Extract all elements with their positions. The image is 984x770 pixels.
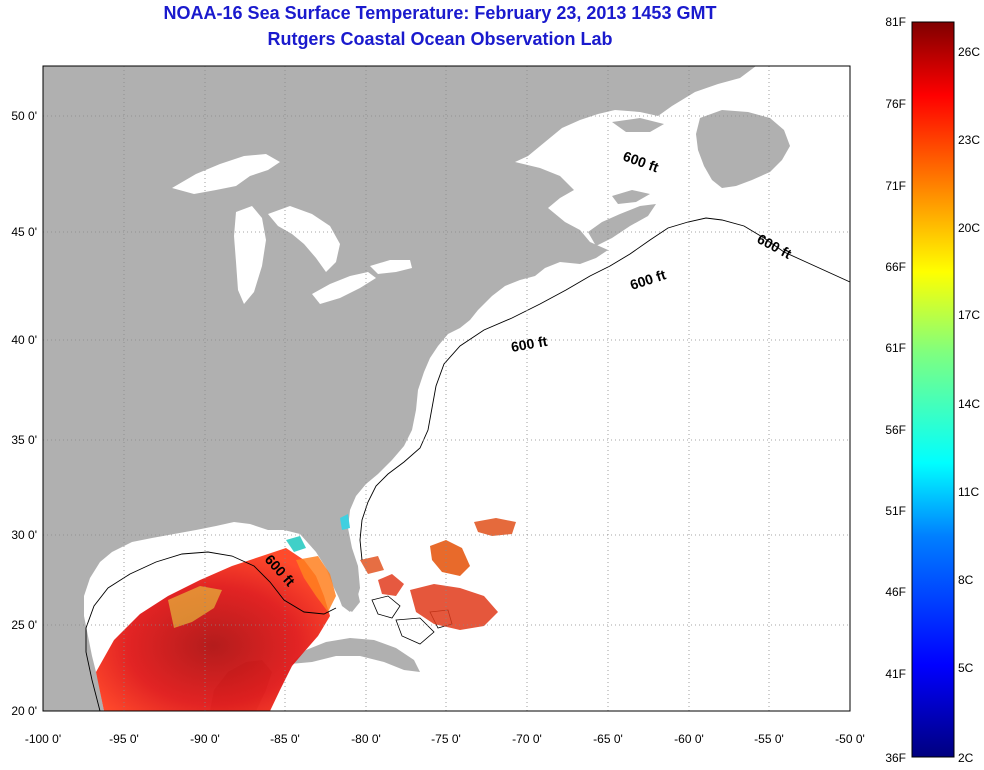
colorbar-f-label: 36F <box>885 751 906 765</box>
florida-land <box>300 530 360 612</box>
lon-tick-label: -60 0' <box>674 732 704 746</box>
lon-tick-label: -50 0' <box>835 732 865 746</box>
colorbar-c-label: 20C <box>958 221 980 235</box>
colorbar-c-label: 2C <box>958 751 974 765</box>
nova-scotia-land <box>588 204 656 246</box>
sst-atlantic-patch-2 <box>474 518 516 536</box>
colorbar-c-label: 14C <box>958 397 980 411</box>
lat-tick-label: 20 0' <box>11 704 37 718</box>
lake-superior <box>172 154 280 194</box>
sst-florida-cool-east <box>340 514 350 530</box>
contour-label: 600 ft <box>510 333 549 355</box>
colorbar-c-label: 26C <box>958 45 980 59</box>
pei-land <box>612 190 650 204</box>
sst-florida-cool <box>286 536 306 552</box>
lake-ontario <box>370 260 412 274</box>
colorbar-f-label: 56F <box>885 423 906 437</box>
lon-tick-label: -80 0' <box>351 732 381 746</box>
colorbar-gradient <box>911 21 955 758</box>
colorbar-f-label: 41F <box>885 667 906 681</box>
map-subtitle: Rutgers Coastal Ocean Observation Lab <box>267 29 613 49</box>
sst-atlantic-patch-3 <box>410 584 498 630</box>
lon-tick-label: -65 0' <box>593 732 623 746</box>
sst-atlantic-patch-1 <box>430 540 470 576</box>
colorbar-f-label: 76F <box>885 97 906 111</box>
lat-tick-label: 50 0' <box>11 109 37 123</box>
lake-erie <box>312 272 376 304</box>
sst-atlantic-patch-5 <box>360 556 384 574</box>
colorbar-f-label: 51F <box>885 504 906 518</box>
colorbar-f-label: 46F <box>885 585 906 599</box>
sst-atlantic-patch-4 <box>378 574 404 596</box>
lon-tick-label: -70 0' <box>512 732 542 746</box>
lat-tick-label: 45 0' <box>11 225 37 239</box>
sst-gulf-yellow-patch <box>168 586 222 628</box>
longitude-axis: -100 0' -95 0' -90 0' -85 0' -80 0' -75 … <box>25 732 865 746</box>
temperature-colorbar: 81F 76F 71F 66F 61F 56F 51F 46F 41F 36F … <box>885 15 980 765</box>
anticosti-land <box>612 118 664 132</box>
lat-tick-label: 25 0' <box>11 618 37 632</box>
lon-tick-label: -100 0' <box>25 732 61 746</box>
colorbar-c-label: 5C <box>958 661 974 675</box>
cuba-land <box>290 638 420 672</box>
contour-600ft <box>85 217 851 712</box>
colorbar-c-label: 23C <box>958 133 980 147</box>
sst-gulf-orange-edge <box>296 556 336 612</box>
lake-huron <box>268 206 340 272</box>
lat-tick-label: 35 0' <box>11 433 37 447</box>
sst-gulf-warm <box>96 548 330 711</box>
colorbar-c-label: 17C <box>958 308 980 322</box>
map-frame <box>42 65 851 712</box>
lon-tick-label: -90 0' <box>190 732 220 746</box>
colorbar-f-label: 61F <box>885 341 906 355</box>
lat-tick-label: 30 0' <box>11 528 37 542</box>
colorbar-c-label: 8C <box>958 573 974 587</box>
lat-tick-label: 40 0' <box>11 333 37 347</box>
lake-michigan <box>234 206 266 304</box>
colorbar-f-label: 66F <box>885 260 906 274</box>
map-title: NOAA-16 Sea Surface Temperature: Februar… <box>163 3 717 23</box>
lon-tick-label: -75 0' <box>431 732 461 746</box>
north-america-land <box>43 66 756 711</box>
lon-tick-label: -55 0' <box>754 732 784 746</box>
colorbar-f-label: 71F <box>885 179 906 193</box>
lon-tick-label: -85 0' <box>270 732 300 746</box>
lon-tick-label: -95 0' <box>109 732 139 746</box>
colorbar-c-label: 11C <box>958 485 979 499</box>
newfoundland-land <box>696 110 790 188</box>
latitude-axis: 50 0' 45 0' 40 0' 35 0' 30 0' 25 0' 20 0… <box>11 109 37 718</box>
map-gridlines <box>43 66 850 711</box>
colorbar-f-label: 81F <box>885 15 906 29</box>
